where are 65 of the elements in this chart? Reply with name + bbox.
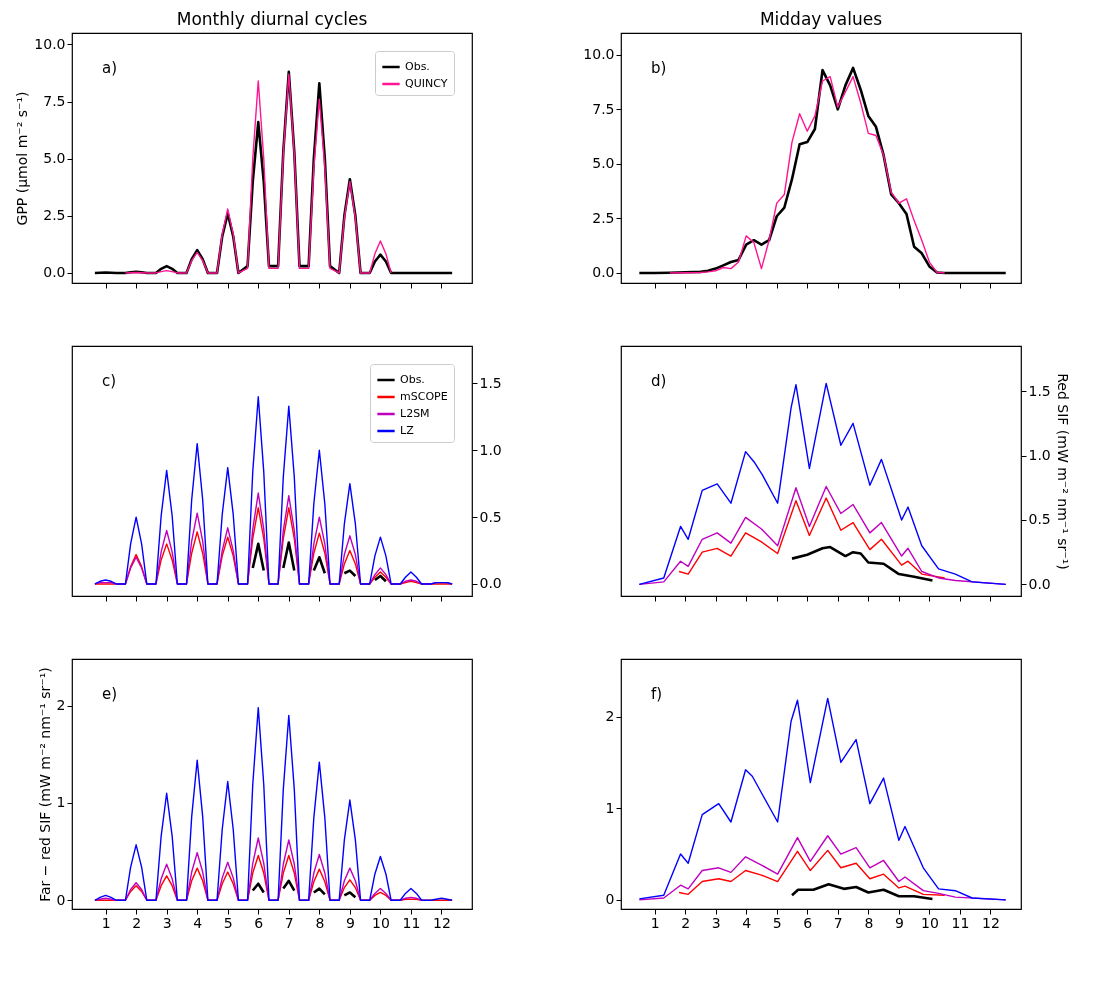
annotation: f) (651, 685, 663, 703)
y-tick-label: 1 (56, 794, 66, 811)
y-tick-label: 2 (605, 708, 615, 725)
x-tick-label: 7 (833, 914, 843, 931)
x-tick-label: 5 (223, 914, 233, 931)
annotation: a) (102, 59, 118, 77)
legend-label: QUINCY (405, 77, 448, 90)
annotation: c) (102, 372, 117, 390)
y2-tick-label: 1.0 (479, 441, 502, 458)
x-tick-label: 4 (742, 914, 752, 931)
x-tick-label: 8 (864, 914, 874, 931)
y2-tick-label: 0.5 (1028, 511, 1051, 528)
legend-label: mSCOPE (400, 390, 448, 403)
x-tick-label: 7 (284, 914, 294, 931)
x-tick-label: 2 (681, 914, 691, 931)
x-tick-label: 12 (982, 914, 1000, 931)
x-tick-label: 10 (371, 914, 390, 931)
y-tick-label: 10.0 (583, 46, 615, 63)
x-tick-label: 8 (315, 914, 325, 931)
y-tick-label: 5.0 (43, 150, 66, 167)
x-tick-label: 1 (650, 914, 660, 931)
y-tick-label: 7.5 (43, 93, 66, 110)
chart-title: Midday values (759, 9, 883, 29)
x-tick-label: 9 (345, 914, 355, 931)
x-tick-label: 4 (193, 914, 203, 931)
x-tick-label: 1 (101, 914, 111, 931)
y-axis-title: Far − red SIF (mW m⁻² nm⁻¹ sr⁻¹) (36, 667, 53, 902)
y2-tick-label: 0.0 (479, 575, 502, 592)
y-tick-label: 0 (605, 891, 615, 908)
legend-label: Obs. (405, 60, 430, 73)
y-tick-label: 2.5 (592, 209, 615, 226)
x-tick-label: 10 (920, 914, 939, 931)
y2-axis-title: Red SIF (mW m⁻² nm⁻¹ sr⁻¹) (1054, 373, 1071, 570)
legend-label: L2SM (400, 407, 430, 420)
legend-label: Obs. (400, 373, 425, 386)
y2-tick-label: 1.5 (479, 374, 502, 391)
y-tick-label: 0 (56, 891, 66, 908)
y2-tick-label: 1.0 (1028, 447, 1051, 464)
x-tick-label: 2 (132, 914, 142, 931)
x-tick-label: 11 (402, 914, 421, 931)
y-tick-label: 1 (605, 799, 615, 816)
x-tick-label: 6 (254, 914, 264, 931)
annotation: e) (102, 685, 118, 703)
y2-tick-label: 0.0 (1028, 575, 1051, 592)
x-tick-label: 3 (711, 914, 721, 931)
y2-tick-label: 0.5 (479, 508, 502, 525)
y-tick-label: 5.0 (592, 155, 615, 172)
x-tick-label: 3 (162, 914, 172, 931)
y-tick-label: 0.0 (43, 264, 66, 281)
y-tick-label: 0.0 (592, 264, 615, 281)
y-tick-label: 7.5 (592, 100, 615, 117)
x-tick-label: 11 (951, 914, 970, 931)
annotation: d) (651, 372, 667, 390)
annotation: b) (651, 59, 667, 77)
y2-tick-label: 1.5 (1028, 382, 1051, 399)
y-tick-label: 10.0 (34, 35, 66, 52)
y-tick-label: 2 (56, 697, 66, 714)
x-tick-label: 6 (803, 914, 813, 931)
y-tick-label: 2.5 (43, 207, 66, 224)
x-tick-label: 5 (772, 914, 782, 931)
legend-label: LZ (400, 424, 415, 437)
chart-title: Monthly diurnal cycles (176, 9, 368, 29)
x-tick-label: 12 (433, 914, 451, 931)
x-tick-label: 9 (894, 914, 904, 931)
y-axis-title: GPP (μmol m⁻² s⁻¹) (14, 91, 31, 226)
